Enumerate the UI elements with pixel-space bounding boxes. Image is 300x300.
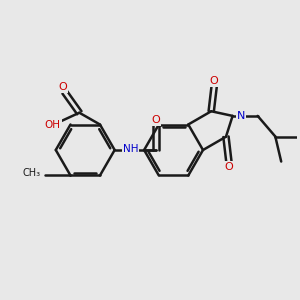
Text: N: N (237, 111, 245, 121)
Text: O: O (152, 115, 160, 125)
Text: NH: NH (123, 143, 139, 154)
Text: CH₃: CH₃ (23, 168, 41, 178)
Text: OH: OH (45, 119, 61, 130)
Text: O: O (210, 76, 218, 86)
Text: O: O (59, 82, 68, 92)
Text: O: O (224, 162, 233, 172)
